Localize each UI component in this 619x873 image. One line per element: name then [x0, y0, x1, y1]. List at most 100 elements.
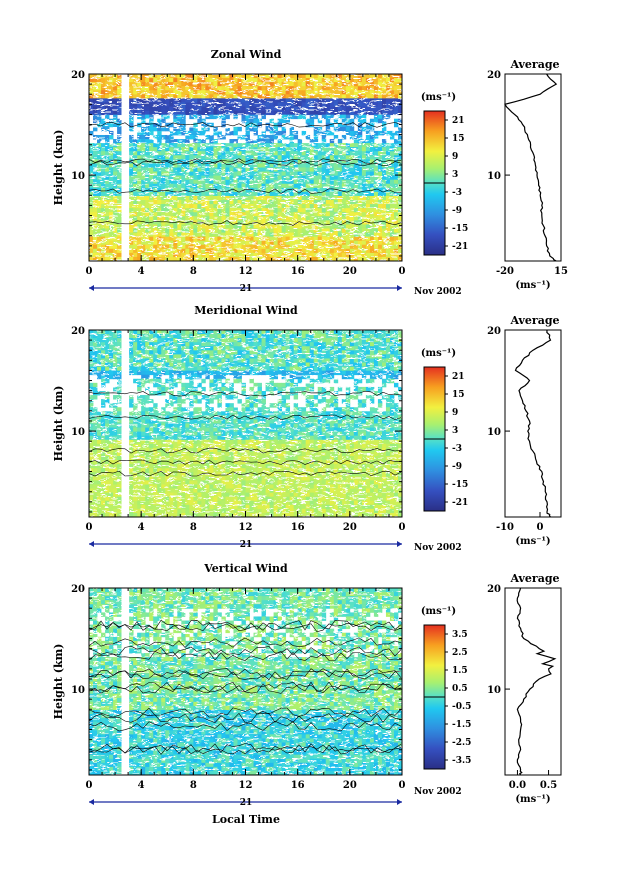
heatmap-cell: [133, 195, 138, 201]
heatmap-cell: [109, 118, 114, 124]
heatmap-cell: [341, 208, 347, 213]
heatmap-cell: [345, 419, 351, 424]
heatmap-cell: [185, 358, 190, 363]
heatmap-cell: [397, 179, 403, 185]
heatmap-cell: [249, 167, 254, 172]
heatmap-cell: [189, 147, 194, 152]
heatmap-cell: [205, 362, 210, 367]
heatmap-cell: [109, 358, 114, 363]
heatmap-cell: [293, 151, 299, 156]
heatmap-cell: [305, 342, 311, 347]
heatmap-cell: [313, 354, 319, 359]
heatmap-cell: [89, 228, 94, 233]
heatmap-cell: [189, 143, 194, 148]
heatmap-cell: [329, 395, 335, 400]
heatmap-cell: [225, 236, 230, 242]
heatmap-cell: [169, 244, 174, 250]
heatmap-cell: [157, 330, 162, 335]
heatmap-cell: [149, 94, 154, 99]
heatmap-cell: [365, 256, 371, 262]
heatmap-cell: [305, 415, 311, 420]
heatmap-cell: [233, 110, 238, 116]
heatmap-cell: [285, 224, 291, 229]
heatmap-cell: [197, 330, 202, 335]
heatmap-cell: [293, 390, 299, 396]
heatmap-cell: [217, 342, 222, 347]
heatmap-cell: [253, 240, 258, 246]
heatmap-cell: [213, 179, 218, 185]
heatmap-cell: [265, 232, 270, 238]
heatmap-cell: [313, 143, 319, 148]
heatmap-cell: [133, 224, 138, 229]
heatmap-cell: [293, 163, 299, 168]
heatmap-cell: [317, 228, 323, 233]
heatmap-cell: [373, 134, 379, 140]
heatmap-cell: [133, 82, 138, 87]
heatmap-cell: [181, 139, 186, 144]
heatmap-cell: [297, 338, 303, 343]
heatmap-cell: [317, 171, 323, 177]
heatmap-cell: [309, 228, 315, 233]
heatmap-cell: [129, 90, 134, 95]
heatmap-cell: [297, 110, 303, 116]
heatmap-cell: [369, 159, 375, 164]
heatmap-cell: [173, 208, 178, 213]
heatmap-cell: [205, 183, 210, 189]
heatmap-cell: [133, 338, 138, 343]
heatmap-cell: [297, 252, 303, 258]
heatmap-cell: [365, 236, 371, 242]
heatmap-cell: [397, 224, 403, 229]
heatmap-cell: [165, 147, 170, 152]
heatmap-cell: [321, 78, 327, 83]
heatmap-cell: [245, 183, 250, 189]
heatmap-cell: [261, 232, 266, 238]
heatmap-cell: [301, 390, 307, 396]
heatmap-cell: [237, 191, 242, 197]
heatmap-cell: [365, 200, 371, 205]
heatmap-cell: [393, 338, 399, 343]
heatmap-cell: [389, 171, 395, 177]
heatmap-cell: [365, 346, 371, 351]
heatmap-cell: [145, 126, 150, 132]
heatmap-cell: [397, 342, 403, 347]
heatmap-cell: [349, 220, 355, 225]
heatmap-cell: [133, 330, 138, 335]
heatmap-cell: [193, 183, 198, 189]
heatmap-cell: [145, 216, 150, 221]
heatmap-cell: [165, 102, 170, 107]
heatmap-cell: [229, 195, 234, 201]
heatmap-cell: [129, 248, 134, 254]
heatmap-cell: [329, 362, 335, 367]
heatmap-cell: [389, 220, 395, 225]
heatmap-cell: [305, 374, 311, 380]
heatmap-cell: [137, 171, 142, 177]
heatmap-cell: [165, 143, 170, 148]
heatmap-cell: [129, 179, 134, 185]
heatmap-cell: [341, 200, 347, 205]
heatmap-cell: [181, 78, 186, 83]
heatmap-cell: [289, 256, 295, 262]
heatmap-cell: [277, 139, 283, 144]
heatmap-cell: [189, 130, 194, 136]
heatmap-cell: [157, 228, 162, 233]
heatmap-cell: [257, 82, 262, 87]
heatmap-cell: [385, 179, 391, 185]
heatmap-cell: [109, 106, 114, 111]
heatmap-cell: [89, 382, 94, 388]
heatmap-cell: [389, 232, 395, 238]
heatmap-cell: [333, 346, 339, 351]
heatmap-cell: [209, 407, 214, 412]
heatmap-cell: [397, 220, 403, 225]
heatmap-cell: [217, 159, 222, 164]
heatmap-cell: [289, 370, 295, 376]
heatmap-cell: [305, 216, 311, 221]
heatmap-cell: [249, 216, 254, 221]
heatmap-cell: [157, 224, 162, 229]
heatmap-cell: [281, 171, 287, 177]
heatmap-cell: [345, 212, 351, 217]
heatmap-cell: [389, 216, 395, 221]
heatmap-cell: [341, 179, 347, 185]
heatmap-cell: [233, 106, 238, 111]
heatmap-cell: [185, 248, 190, 254]
heatmap-cell: [185, 98, 190, 103]
